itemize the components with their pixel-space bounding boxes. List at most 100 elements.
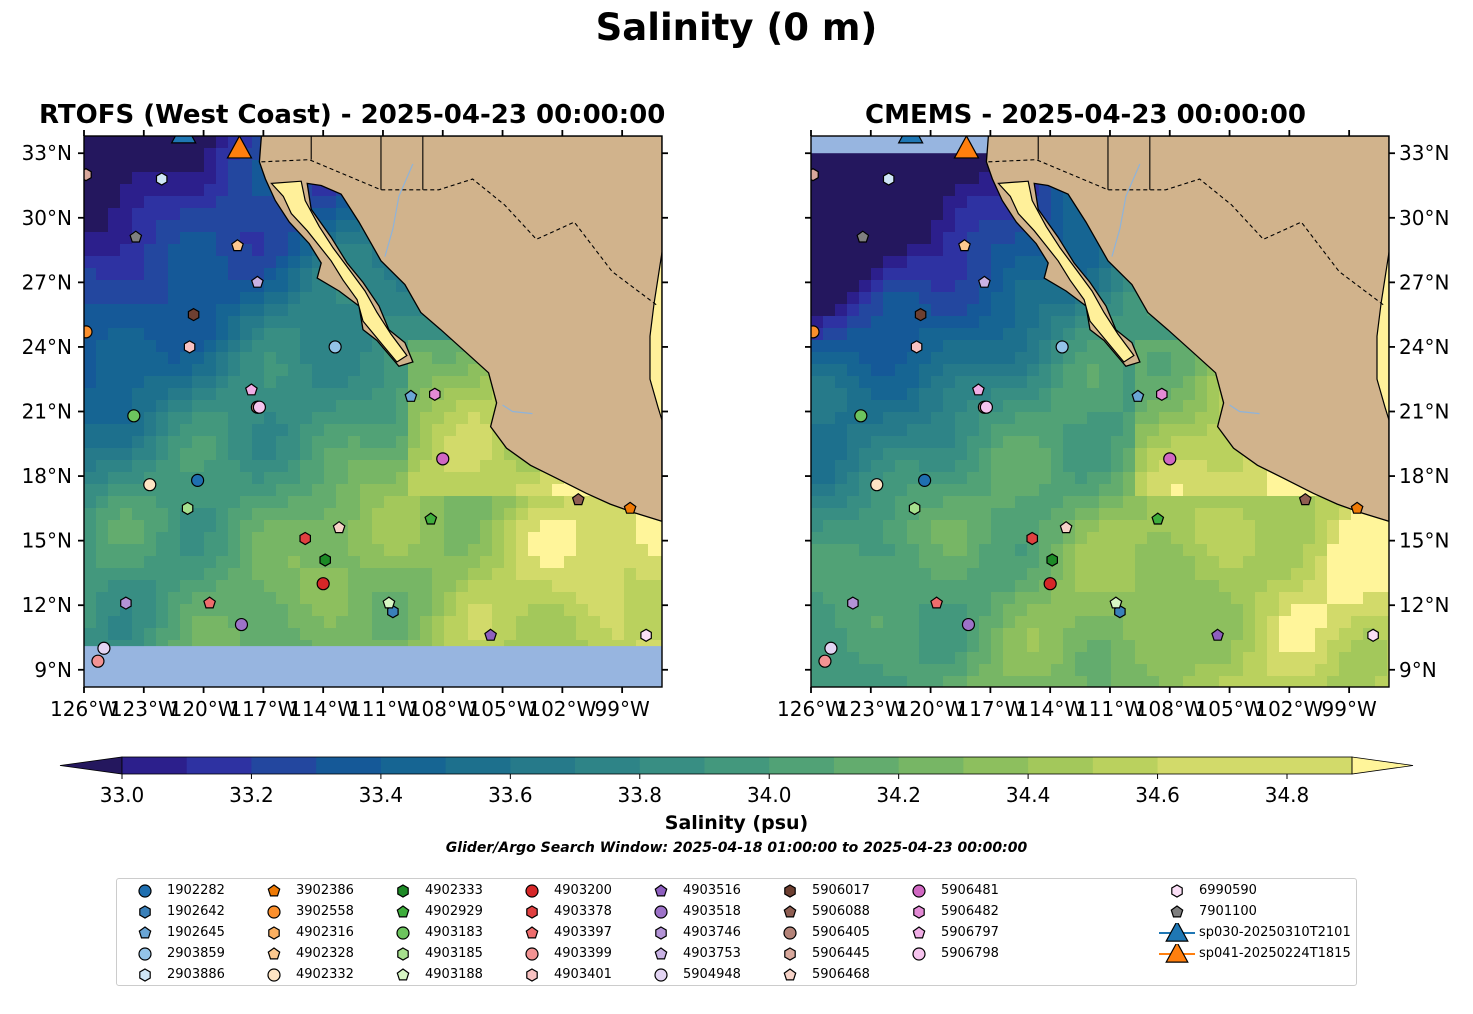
float-marker-5906797: [971, 383, 985, 396]
colorbar-bin: [769, 757, 835, 774]
float-marker-5906445: [811, 168, 819, 182]
float-marker-5906797: [244, 383, 258, 396]
legend-glider-icon: [1165, 923, 1189, 942]
float-marker-4903753: [250, 275, 264, 288]
glider-marker-sp041-20250224T1815: [953, 136, 980, 159]
colorbar-tick-label: 33.8: [618, 783, 663, 807]
legend-hexagon-icon: [1171, 884, 1183, 898]
search-window-text: Glider/Argo Search Window: 2025-04-18 01…: [445, 840, 1028, 856]
legend-circle-icon: [654, 968, 668, 982]
float-marker-5906798: [979, 400, 993, 414]
legend-pentagon-icon: [396, 968, 410, 981]
float-marker-4902333: [1046, 553, 1059, 567]
lat-tick-label: 18°N: [1399, 464, 1449, 488]
legend-hexagon-icon: [784, 947, 796, 961]
figure-title: Salinity (0 m): [595, 6, 878, 49]
legend-circle-icon: [525, 947, 539, 961]
land: [985, 136, 1389, 522]
legend-hexagon-icon: [139, 905, 151, 919]
land: [258, 136, 662, 522]
lon-tick-label: 126°W: [777, 697, 845, 721]
lon-tick-label: 102°W: [528, 697, 596, 721]
legend-label: 4902316: [296, 925, 354, 940]
colorbar-label: Salinity (psu): [664, 812, 809, 834]
legend-label: 4903746: [683, 925, 741, 940]
legend-label: sp030-20250310T2101: [1199, 925, 1351, 940]
colorbar-bin: [186, 757, 252, 774]
float-marker-4903518: [234, 617, 249, 632]
float-marker-4902328: [231, 239, 244, 252]
float-marker-4903399: [818, 654, 832, 668]
float-marker-1902645: [404, 389, 418, 402]
float-marker-4903401: [183, 340, 196, 354]
float-marker-1902282: [918, 473, 932, 487]
float-marker-4903518: [961, 617, 976, 632]
lon-tick-label: 108°W: [409, 697, 477, 721]
float-marker-5906481: [1163, 452, 1177, 466]
lat-tick-label: 30°N: [1399, 206, 1449, 230]
colorbar-tick-label: 34.2: [876, 783, 921, 807]
legend-label: 4902332: [296, 967, 354, 982]
legend-label: 4903399: [554, 946, 612, 961]
legend-pentagon-icon: [654, 884, 668, 897]
legend-label: 2903886: [167, 967, 225, 982]
float-marker-4903397: [203, 596, 217, 609]
lon-tick-label: 111°W: [349, 697, 417, 721]
legend-circle-icon: [267, 905, 281, 919]
legend-hexagon-icon: [913, 905, 925, 919]
float-marker-4903188: [382, 596, 396, 609]
float-marker-4903516: [484, 628, 498, 641]
float-marker-4903183: [127, 409, 141, 423]
legend-label: 5906088: [812, 904, 870, 919]
float-marker-4902332: [143, 478, 157, 492]
legend-hexagon-icon: [526, 968, 538, 982]
float-marker-7901100: [856, 230, 870, 243]
legend-hexagon-icon: [397, 947, 409, 961]
colorbar-bin: [575, 757, 641, 774]
float-marker-4903746: [847, 596, 859, 610]
colorbar-bin: [380, 757, 447, 774]
legend-label: 5906798: [941, 946, 999, 961]
float-marker-4903200: [1043, 577, 1057, 591]
lon-tick-label: 105°W: [469, 697, 537, 721]
legend-circle-icon: [783, 926, 797, 940]
lon-tick-label: 105°W: [1196, 697, 1264, 721]
legend-label: 4903185: [425, 946, 483, 961]
float-marker-4902929: [424, 512, 438, 525]
intl-border: [988, 159, 1386, 307]
lon-tick-label: 117°W: [956, 697, 1024, 721]
legend-label: 5906017: [812, 883, 870, 898]
legend-label: 3902558: [296, 904, 354, 919]
colorbar-bin: [1028, 757, 1094, 774]
float-marker-4902929: [1151, 512, 1165, 525]
colorbar-bin: [639, 757, 705, 774]
panel-title-cmems: CMEMS - 2025-04-23 00:00:00: [865, 100, 1306, 130]
map-cmems: 33°N 30°N 27°N 24°N 21°N 18°N 15°N 12°N 9°N 126°W…: [777, 130, 1449, 721]
legend-circle-icon: [138, 884, 152, 898]
lon-tick-label: 114°W: [289, 697, 357, 721]
map-rtofs: 33°N 30°N 27°N 24°N 21°N 18°N 15°N 12°N 9°N 126°W…: [22, 130, 668, 721]
legend-label: 4903753: [683, 946, 741, 961]
colorbar-tick-label: 34.8: [1265, 783, 1310, 807]
legend-hexagon-icon: [784, 884, 796, 898]
lat-tick-label: 30°N: [22, 206, 72, 230]
lon-tick-label: 108°W: [1136, 697, 1204, 721]
legend-pentagon-icon: [912, 926, 926, 939]
colorbar-bin: [316, 757, 382, 774]
colorbar-extend-min: [59, 756, 123, 775]
glider-marker-sp030-20250310T2101: [170, 136, 197, 144]
float-marker-5906468: [332, 520, 346, 534]
float-marker-3902386: [623, 501, 637, 514]
legend-label: 5906445: [812, 946, 870, 961]
float-marker-5904948: [824, 641, 838, 655]
float-marker-4903185: [181, 501, 194, 516]
float-marker-5906468: [1059, 520, 1073, 534]
lon-tick-label: 102°W: [1255, 697, 1323, 721]
colorbar-tick-label: 33.6: [488, 783, 533, 807]
river: [1111, 163, 1141, 257]
legend-pentagon-icon: [783, 905, 797, 918]
legend-pentagon-icon: [525, 926, 539, 939]
colorbar-tick-label: 33.0: [100, 783, 145, 807]
float-marker-4903746: [120, 596, 132, 610]
lat-tick-label: 15°N: [1399, 529, 1449, 553]
